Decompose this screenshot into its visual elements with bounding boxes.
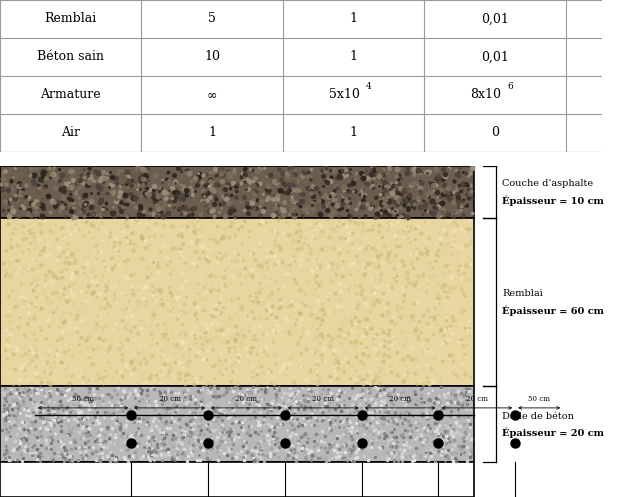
Text: Béton sain: Béton sain [37, 50, 104, 63]
Text: 1: 1 [349, 12, 357, 25]
Text: Épaisseur = 10 cm: Épaisseur = 10 cm [502, 195, 604, 206]
Text: Remblai: Remblai [502, 289, 543, 298]
Text: Armature: Armature [40, 88, 101, 101]
Text: 0,01: 0,01 [481, 12, 509, 25]
Text: 1: 1 [349, 50, 357, 63]
Text: 20 cm: 20 cm [389, 395, 411, 403]
Bar [0, 386, 474, 462]
Text: 20 cm: 20 cm [159, 395, 180, 403]
Text: Remblai: Remblai [45, 12, 97, 25]
Text: 1: 1 [208, 126, 216, 139]
Text: ∞: ∞ [207, 88, 217, 101]
Text: 6: 6 [507, 82, 513, 91]
Text: 20 cm: 20 cm [466, 395, 488, 403]
Text: 8x10: 8x10 [470, 88, 501, 101]
Text: 5: 5 [208, 12, 216, 25]
Bar [0, 462, 474, 497]
Text: 20 cm: 20 cm [236, 395, 257, 403]
Text: 0: 0 [491, 126, 499, 139]
Text: 10: 10 [204, 50, 220, 63]
Text: Épaisseur = 60 cm: Épaisseur = 60 cm [502, 305, 604, 316]
Text: Air: Air [61, 126, 80, 139]
Text: Dalle de béton: Dalle de béton [502, 412, 574, 420]
Text: 5x10: 5x10 [329, 88, 360, 101]
Text: 0,01: 0,01 [481, 50, 509, 63]
Text: 20 cm: 20 cm [312, 395, 334, 403]
Text: 50 cm: 50 cm [72, 395, 94, 403]
Text: 4: 4 [365, 82, 371, 91]
Text: 1: 1 [349, 126, 357, 139]
Bar [0, 218, 474, 386]
Text: Couche d’asphalte: Couche d’asphalte [502, 179, 593, 188]
Text: 50 cm: 50 cm [528, 395, 550, 403]
Text: Épaisseur = 20 cm: Épaisseur = 20 cm [502, 427, 604, 438]
Bar [0, 166, 474, 218]
